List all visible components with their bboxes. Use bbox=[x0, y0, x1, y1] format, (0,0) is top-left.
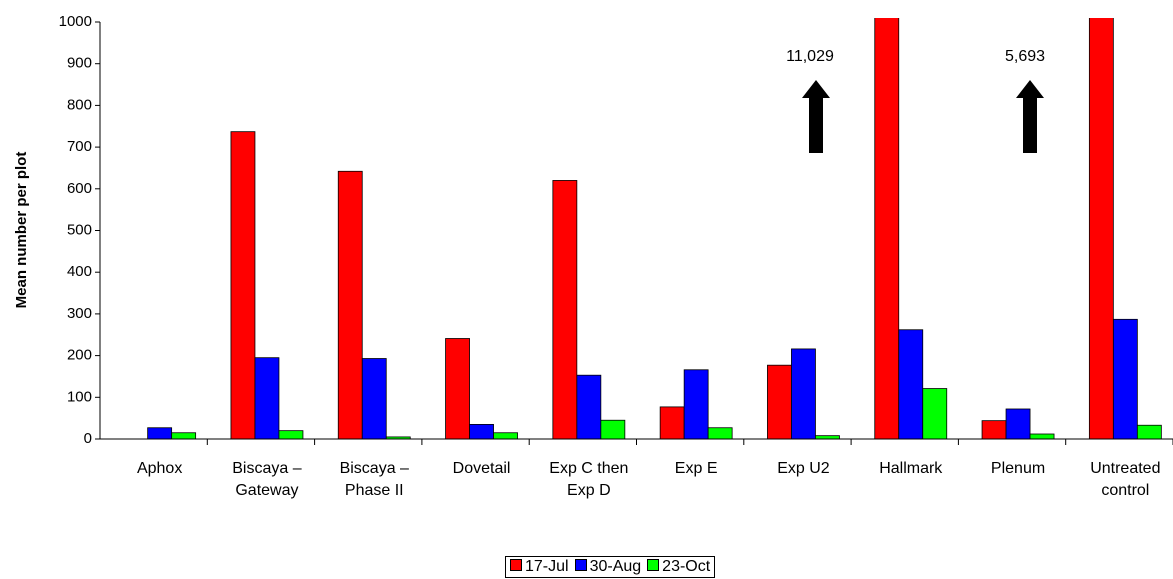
bar bbox=[230, 131, 256, 440]
bar bbox=[552, 180, 578, 440]
bar bbox=[922, 388, 948, 440]
y-tick-label: 400 bbox=[67, 263, 92, 280]
x-tick-label: Dovetail bbox=[452, 460, 511, 477]
x-tick-label: Exp E bbox=[674, 460, 718, 477]
annotation: 11,029 bbox=[786, 48, 834, 65]
legend-label: 23-Oct bbox=[662, 558, 711, 575]
annotation: 5,693 bbox=[1005, 48, 1045, 65]
x-tick-label: Exp C then Exp D bbox=[549, 460, 629, 499]
bar bbox=[707, 427, 733, 440]
legend-swatch bbox=[574, 559, 587, 571]
bar bbox=[147, 427, 173, 440]
y-tick-label: 1000 bbox=[59, 13, 92, 30]
arrow bbox=[802, 80, 830, 153]
bar bbox=[278, 430, 304, 440]
x-tick-label: Plenum bbox=[990, 460, 1046, 477]
legend-label: 30-Aug bbox=[589, 558, 642, 575]
legend-item: 17-Jul bbox=[510, 558, 569, 576]
y-axis-title: Mean number per plot bbox=[13, 152, 30, 309]
y-tick-label: 300 bbox=[67, 305, 92, 322]
x-tick-label: Biscaya – Gateway bbox=[232, 460, 302, 499]
bar bbox=[576, 374, 602, 440]
bar bbox=[1088, 18, 1114, 440]
bar bbox=[445, 338, 470, 440]
x-tick-label: Hallmark bbox=[879, 460, 943, 477]
x-tick-label: Aphox bbox=[136, 460, 183, 477]
bar bbox=[874, 18, 900, 440]
bar bbox=[1136, 424, 1162, 440]
bar bbox=[898, 329, 924, 440]
legend: 17-Jul 30-Aug 23-Oct bbox=[505, 556, 716, 578]
y-tick-label: 100 bbox=[67, 388, 92, 405]
bar bbox=[791, 348, 816, 440]
bar bbox=[469, 424, 494, 440]
y-tick-label: 900 bbox=[67, 55, 92, 72]
bar bbox=[171, 432, 197, 440]
legend-item: 23-Oct bbox=[647, 558, 710, 576]
bar bbox=[1005, 408, 1031, 440]
y-tick-label: 0 bbox=[84, 430, 92, 447]
bar bbox=[683, 369, 709, 440]
bar bbox=[767, 364, 792, 440]
bar bbox=[254, 357, 280, 440]
x-tick-label: Untreated control bbox=[1090, 460, 1161, 499]
bar bbox=[981, 420, 1007, 440]
bar bbox=[337, 170, 363, 440]
bar bbox=[493, 432, 518, 440]
bar bbox=[361, 358, 387, 440]
y-tick-label: 800 bbox=[67, 96, 92, 113]
x-tick-label: Biscaya – Phase II bbox=[339, 460, 409, 499]
legend-swatch bbox=[647, 559, 660, 571]
arrow bbox=[1016, 80, 1044, 153]
bar bbox=[1112, 318, 1138, 440]
bar bbox=[815, 435, 840, 440]
legend-label: 17-Jul bbox=[525, 558, 569, 575]
y-tick-label: 200 bbox=[67, 347, 92, 364]
bar bbox=[600, 419, 626, 440]
bar bbox=[1029, 433, 1055, 440]
y-tick-label: 500 bbox=[67, 221, 92, 238]
bars bbox=[147, 18, 1162, 440]
legend-swatch bbox=[510, 559, 522, 571]
x-tick-label: Exp U2 bbox=[777, 460, 830, 477]
y-tick-label: 600 bbox=[67, 180, 92, 197]
y-tick-label: 700 bbox=[67, 138, 92, 155]
bar bbox=[659, 406, 685, 440]
legend-item: 30-Aug bbox=[574, 558, 642, 576]
